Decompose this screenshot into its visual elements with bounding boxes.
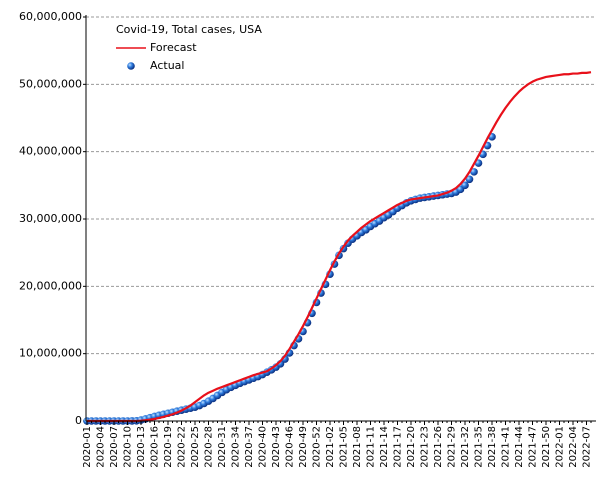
x-tick-label: 2021-29 <box>447 426 458 468</box>
x-tick-label: 2020-01 <box>82 426 93 468</box>
x-tick-label: 2021-11 <box>366 426 377 468</box>
y-tick-label: 60,000,000 <box>19 10 82 23</box>
x-tick-label: 2021-05 <box>339 426 350 468</box>
x-tick-label: 2020-34 <box>231 426 242 468</box>
x-tick-label: 2020-16 <box>150 426 161 468</box>
x-tick-label: 2021-23 <box>420 426 431 468</box>
x-tick-label: 2021-50 <box>541 426 552 468</box>
data-point <box>470 168 478 176</box>
y-tick-label: 50,000,000 <box>19 77 82 90</box>
plot <box>83 71 592 425</box>
x-tick-label: 2020-22 <box>177 426 188 468</box>
data-point <box>461 181 469 190</box>
series-line <box>87 71 592 423</box>
x-tick-label: 2022-01 <box>555 426 566 468</box>
x-tick-label: 2020-25 <box>190 426 201 468</box>
x-tick-label: 2020-46 <box>285 426 296 468</box>
y-tick-label: 40,000,000 <box>19 145 82 158</box>
legend: Covid-19, Total cases, USA Forecast Actua… <box>116 23 262 72</box>
x-tick-label: 2020-10 <box>123 426 134 468</box>
x-tick-label: 2022-07 <box>582 426 593 468</box>
data-point <box>465 175 474 184</box>
x-tick-label: 2020-28 <box>204 426 215 468</box>
legend-label: Actual <box>150 59 184 72</box>
x-tick-label: 2021-08 <box>352 426 363 468</box>
x-tick-label: 2021-41 <box>501 426 512 468</box>
y-tick-label: 20,000,000 <box>19 279 82 292</box>
legend-swatch <box>127 62 135 70</box>
grid <box>83 16 596 422</box>
legend-label: Forecast <box>150 41 197 54</box>
chart-title: Covid-19, Total cases, USA <box>116 23 262 36</box>
x-tick-label: 2021-35 <box>474 426 485 468</box>
x-tick-label: 2020-52 <box>312 426 323 468</box>
x-tick-label: 2021-02 <box>325 426 336 468</box>
x-tick-label: 2020-31 <box>217 426 228 468</box>
x-tick-label: 2021-44 <box>514 426 525 468</box>
x-tick-label: 2021-14 <box>379 426 390 468</box>
y-tick-label: 0 <box>75 414 82 427</box>
x-tick-label: 2021-38 <box>487 426 498 468</box>
x-tick-label: 2020-43 <box>271 426 282 468</box>
x-tick-label: 2020-13 <box>136 426 147 468</box>
x-tick-label: 2021-20 <box>406 426 417 468</box>
x-tick-label: 2022-04 <box>568 426 579 468</box>
x-tick-label: 2020-37 <box>244 426 255 468</box>
x-tick-label: 2021-47 <box>528 426 539 468</box>
x-tick-label: 2021-17 <box>393 426 404 468</box>
x-tick-label: 2020-40 <box>258 426 269 468</box>
x-tick-label: 2020-04 <box>96 426 107 468</box>
x-tick-label: 2020-19 <box>163 426 174 468</box>
y-tick-label: 30,000,000 <box>19 212 82 225</box>
y-tick-label: 10,000,000 <box>19 347 82 360</box>
x-tick-label: 2020-07 <box>109 426 120 468</box>
x-tick-label: 2020-49 <box>298 426 309 468</box>
x-tick-label: 2021-32 <box>460 426 471 468</box>
x-tick-label: 2021-26 <box>433 426 444 468</box>
